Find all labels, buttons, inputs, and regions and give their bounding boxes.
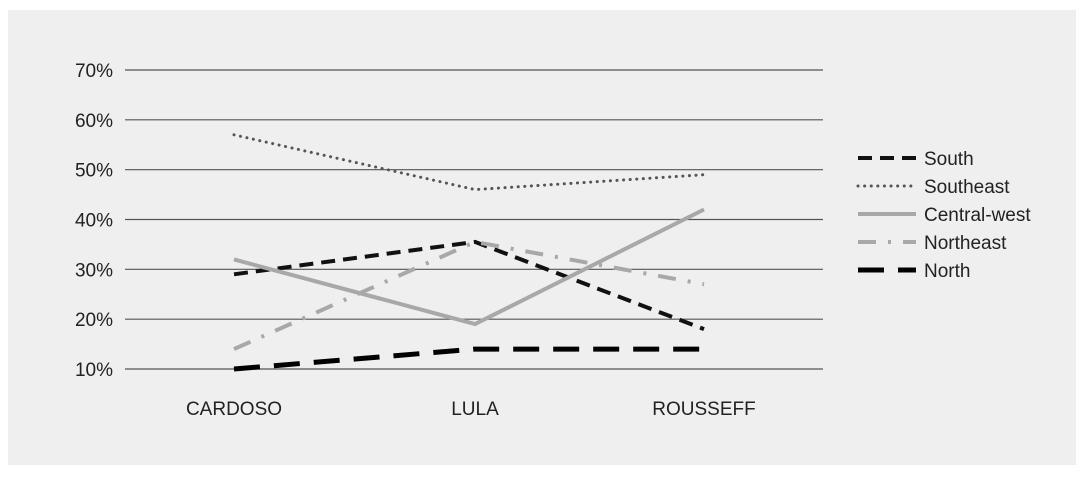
y-tick-label: 30% <box>75 260 113 281</box>
x-tick-label: ROUSSEFF <box>652 399 755 420</box>
series-lines <box>232 133 706 372</box>
y-tick-label: 60% <box>75 111 113 132</box>
series-line-northeast <box>233 239 705 351</box>
legend-label-northeast: Northeast <box>924 233 1007 254</box>
legend-label-north: North <box>924 261 970 282</box>
x-tick-label: LULA <box>451 399 499 420</box>
series-line-south <box>233 239 705 331</box>
legend-label-south: South <box>924 149 974 170</box>
series-line-north <box>233 346 704 372</box>
x-tick-label: CARDOSO <box>186 399 282 420</box>
legend-label-central-west: Central-west <box>924 205 1031 226</box>
y-tick-label: 10% <box>75 360 113 381</box>
y-axis-ticks: 10% 20% 30% 40% 50% 60% 70% <box>75 61 113 381</box>
series-line-southeast <box>232 133 706 192</box>
series-line-central-west <box>233 207 705 327</box>
x-axis-ticks: CARDOSO LULA ROUSSEFF <box>186 399 756 420</box>
y-tick-label: 70% <box>75 61 113 82</box>
y-tick-label: 50% <box>75 161 113 182</box>
legend-label-southeast: Southeast <box>924 177 1010 198</box>
chart-background <box>8 10 1076 465</box>
legend: South Southeast Central-west Northeast North <box>856 149 1031 282</box>
y-tick-label: 20% <box>75 310 113 331</box>
y-tick-label: 40% <box>75 211 113 232</box>
